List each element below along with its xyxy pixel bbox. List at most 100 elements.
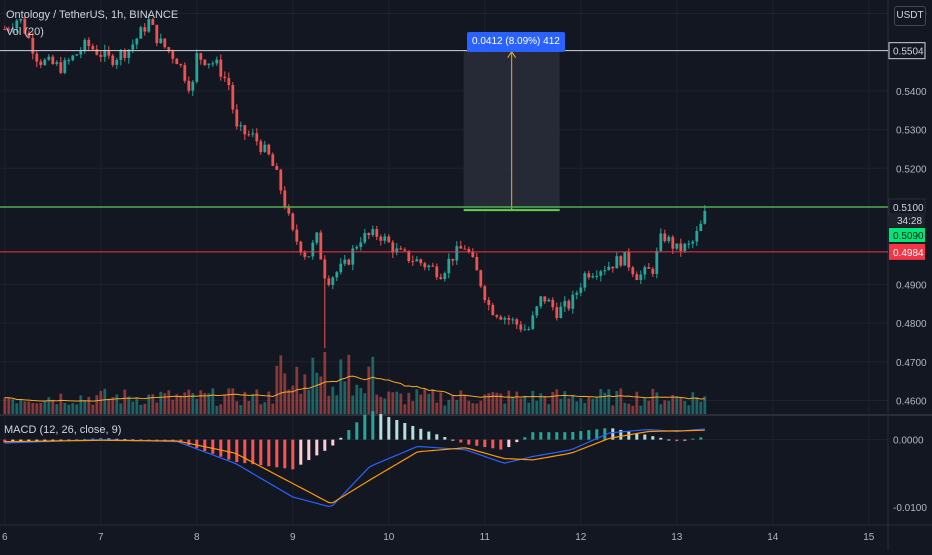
time-tick-label: 11 (480, 532, 491, 543)
volume-bar (375, 394, 379, 414)
macd-tick-label: 0.0000 (893, 436, 924, 447)
volume-bar (391, 392, 395, 414)
candle-body (131, 44, 135, 50)
macd-histogram-bar (35, 439, 39, 442)
volume-bar (687, 405, 691, 414)
macd-indicator-label[interactable]: MACD (12, 26, close, 9) (4, 424, 122, 436)
volume-indicator-label[interactable]: Vol (20) (6, 26, 44, 38)
candle-body (247, 134, 251, 136)
candle-body (687, 243, 691, 245)
volume-bar (67, 404, 71, 414)
candle-body (123, 50, 127, 58)
volume-bar (583, 402, 587, 414)
volume-bar (207, 393, 211, 414)
macd-histogram-bar (67, 439, 71, 441)
volume-bar (251, 394, 255, 414)
volume-bar (151, 394, 155, 414)
candle-body (675, 243, 679, 249)
volume-bar (691, 392, 695, 414)
candle-body (439, 277, 443, 280)
volume-bar (55, 404, 59, 414)
currency-button[interactable]: USDT (894, 6, 926, 26)
volume-bar (675, 396, 679, 414)
macd-histogram-bar (451, 439, 455, 441)
candle-body (671, 236, 675, 249)
candle-body (95, 49, 99, 55)
macd-histogram-bar (499, 439, 503, 450)
candle-body (163, 38, 167, 48)
candle-body (423, 263, 427, 268)
macd-histogram-bar (435, 434, 439, 440)
volume-bar (347, 354, 351, 414)
candle-body (107, 50, 111, 56)
volume-bar (567, 398, 571, 414)
macd-histogram-bar (115, 438, 119, 440)
volume-bar (303, 374, 307, 414)
volume-bar (315, 372, 319, 414)
volume-bar (503, 403, 507, 414)
volume-bar (91, 404, 95, 414)
volume-bar (275, 365, 279, 414)
volume-bar (699, 401, 703, 414)
macd-histogram-bar (203, 439, 207, 451)
macd-histogram-bar (243, 439, 247, 464)
volume-bar (331, 386, 335, 414)
candle-body (39, 61, 43, 65)
volume-bar (211, 388, 215, 414)
candle-body (355, 247, 359, 249)
candle-body (391, 242, 395, 253)
price-tick-label: 0.5400 (896, 87, 927, 98)
countdown-tag (889, 213, 925, 227)
volume-bar (199, 390, 203, 414)
macd-histogram-bar (43, 439, 47, 441)
macd-histogram-bar (211, 439, 215, 454)
volume-bar (563, 391, 567, 414)
candle-body (551, 299, 555, 308)
candle-body (311, 242, 315, 257)
volume-bar (651, 388, 655, 414)
macd-histogram-bar (403, 422, 407, 440)
candle-body (503, 317, 507, 320)
volume-bar (75, 404, 79, 414)
candle-body (91, 46, 95, 50)
countdown-label: 34:28 (897, 216, 922, 227)
volume-bar (383, 398, 387, 414)
macd-histogram-bar (699, 437, 703, 440)
candle-body (59, 62, 63, 73)
time-tick-label: 14 (767, 532, 779, 543)
macd-histogram-bar (643, 434, 647, 440)
candle-body (587, 273, 591, 278)
macd-histogram-bar (387, 417, 391, 440)
candle-body (31, 37, 35, 54)
candle-body (283, 190, 287, 208)
macd-histogram-bar (651, 436, 655, 440)
candle-body (139, 27, 143, 39)
candle-body (115, 59, 119, 65)
volume-bar (407, 392, 411, 414)
macd-histogram-bar (571, 432, 575, 440)
volume-bar (415, 389, 419, 414)
volume-bar (615, 391, 619, 414)
macd-histogram-bar (443, 437, 447, 440)
volume-bar (539, 393, 543, 414)
candle-body (363, 233, 367, 243)
volume-bar (15, 403, 19, 414)
volume-bar (635, 391, 639, 414)
volume-bar (263, 402, 267, 414)
volume-bar (119, 403, 123, 414)
volume-bar (431, 389, 435, 414)
volume-bar (479, 400, 483, 414)
macd-histogram-bar (371, 411, 375, 440)
macd-histogram-bar (91, 438, 95, 440)
macd-histogram-bar (219, 439, 223, 457)
volume-bar (367, 366, 371, 414)
time-tick-label: 12 (575, 532, 587, 543)
volume-bar (447, 399, 451, 414)
volume-bar (219, 404, 223, 414)
candle-body (455, 246, 459, 261)
volume-bar (527, 402, 531, 414)
candle-body (411, 261, 415, 263)
time-tick-label: 15 (863, 532, 875, 543)
macd-histogram-bar (283, 439, 287, 469)
